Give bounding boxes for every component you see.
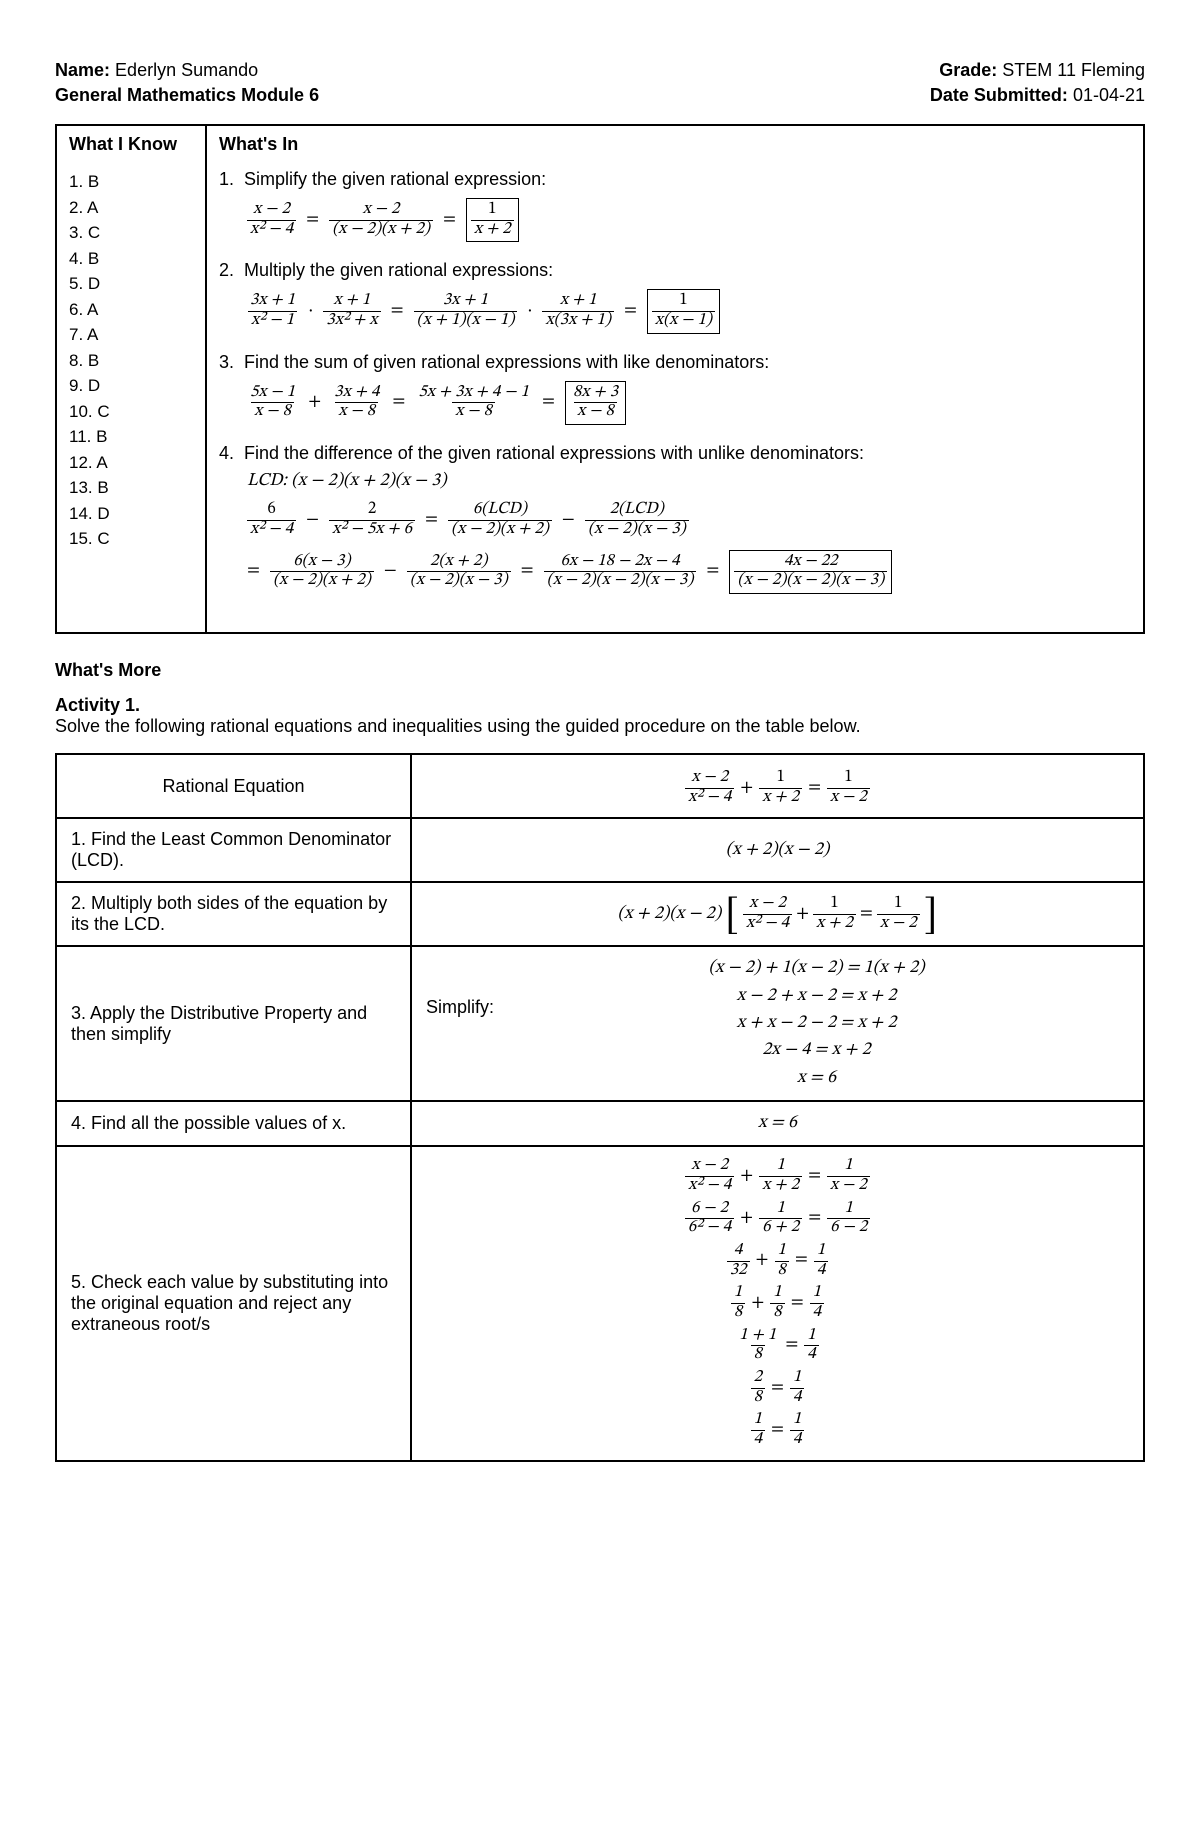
- answer-item: 15. C: [69, 526, 193, 552]
- whats-more-title: What's More: [55, 660, 1145, 681]
- answer-item: 7. A: [69, 322, 193, 348]
- check-line: 28=14: [751, 1369, 805, 1407]
- answer-item: 11. B: [69, 424, 193, 450]
- header-line-2: General Mathematics Module 6 Date Submit…: [55, 85, 1145, 106]
- step3-line: x = 6: [797, 1067, 836, 1090]
- name-block: Name: Ederlyn Sumando: [55, 60, 258, 81]
- q2-answer-box: 1x(x − 1): [647, 289, 720, 333]
- answer-item: 8. B: [69, 348, 193, 374]
- proc-step3-result: Simplify: (x − 2) + 1(x − 2) = 1(x + 2) x…: [411, 946, 1144, 1101]
- answer-item: 13. B: [69, 475, 193, 501]
- step3-line: x − 2 + x − 2 = x + 2: [737, 985, 897, 1008]
- activity-title: Activity 1.: [55, 695, 1145, 716]
- what-i-know-cell: What I Know 1. B2. A3. C4. B5. D6. A7. A…: [56, 125, 206, 633]
- grade-label: Grade:: [939, 60, 997, 80]
- date-block: Date Submitted: 01-04-21: [930, 85, 1145, 106]
- check-line: 14=14: [751, 1411, 805, 1449]
- proc-step2-result: (x + 2)(x − 2) [ x − 2x² − 4 + 1x + 2 = …: [411, 882, 1144, 946]
- q3-text: 3. Find the sum of given rational expres…: [219, 352, 1131, 373]
- whats-in-cell: What's In 1. Simplify the given rational…: [206, 125, 1144, 633]
- q4-lcd: LCD: (x − 2)(x + 2)(x − 3): [247, 470, 1131, 493]
- answer-item: 2. A: [69, 195, 193, 221]
- proc-step4-label: 4. Find all the possible values of x.: [56, 1101, 411, 1146]
- step5-stack: x − 2x² − 4+1x + 2=1x − 2 6 − 26² − 4+16 …: [426, 1157, 1129, 1450]
- answer-item: 6. A: [69, 297, 193, 323]
- date-value: 01-04-21: [1073, 85, 1145, 105]
- check-line: 432+18=14: [727, 1242, 829, 1280]
- grade-value: STEM 11 Fleming: [1002, 60, 1145, 80]
- q1-answer-box: 1x + 2: [466, 198, 519, 242]
- answer-item: 5. D: [69, 271, 193, 297]
- simplify-label: Simplify:: [426, 957, 494, 1018]
- check-line: 18+18=14: [731, 1284, 824, 1322]
- q2-math: 3x + 1x² − 1 · x + 13x² + x = 3x + 1(x +…: [247, 289, 1131, 333]
- proc-header-left: Rational Equation: [56, 754, 411, 818]
- answer-item: 14. D: [69, 501, 193, 527]
- course-title: General Mathematics Module 6: [55, 85, 319, 106]
- q4-answer-box: 4x − 22(x − 2)(x − 2)(x − 3): [729, 550, 892, 594]
- grade-block: Grade: STEM 11 Fleming: [939, 60, 1145, 81]
- step3-lines: (x − 2) + 1(x − 2) = 1(x + 2) x − 2 + x −…: [504, 957, 1129, 1090]
- whats-in-title: What's In: [219, 134, 1131, 155]
- step3-line: 2x − 4 = x + 2: [762, 1039, 870, 1062]
- proc-step3-label: 3. Apply the Distributive Property and t…: [56, 946, 411, 1101]
- answer-list: 1. B2. A3. C4. B5. D6. A7. A8. B9. D10. …: [69, 169, 193, 552]
- answer-item: 12. A: [69, 450, 193, 476]
- name-value: Ederlyn Sumando: [115, 60, 258, 80]
- q2-text: 2. Multiply the given rational expressio…: [219, 260, 1131, 281]
- proc-step5-result: x − 2x² − 4+1x + 2=1x − 2 6 − 26² − 4+16 …: [411, 1146, 1144, 1461]
- activity-intro: Solve the following rational equations a…: [55, 716, 1145, 737]
- procedure-table: Rational Equation x − 2x² − 4 + 1x + 2 =…: [55, 753, 1145, 1462]
- answer-item: 3. C: [69, 220, 193, 246]
- q1-math: x − 2x² − 4 = x − 2(x − 2)(x + 2) = 1x +…: [247, 198, 1131, 242]
- q4-text: 4. Find the difference of the given rati…: [219, 443, 1131, 464]
- proc-step2-label: 2. Multiply both sides of the equation b…: [56, 882, 411, 946]
- answer-item: 4. B: [69, 246, 193, 272]
- q4-math-line2: = 6(x − 3)(x − 2)(x + 2) − 2(x + 2)(x − …: [247, 550, 1131, 594]
- answer-item: 1. B: [69, 169, 193, 195]
- check-line: x − 2x² − 4+1x + 2=1x − 2: [685, 1157, 870, 1195]
- q4-math-line1: 6x² − 4 − 2x² − 5x + 6 = 6(LCD)(x − 2)(x…: [247, 501, 1131, 539]
- q3-math: 5x − 1x − 8 + 3x + 4x − 8 = 5x + 3x + 4 …: [247, 381, 1131, 425]
- step3-line: (x − 2) + 1(x − 2) = 1(x + 2): [708, 957, 924, 980]
- proc-step4-result: x = 6: [411, 1101, 1144, 1146]
- step3-line: x + x − 2 − 2 = x + 2: [737, 1012, 897, 1035]
- answer-item: 9. D: [69, 373, 193, 399]
- proc-header-right: x − 2x² − 4 + 1x + 2 = 1x − 2: [411, 754, 1144, 818]
- proc-step5-label: 5. Check each value by substituting into…: [56, 1146, 411, 1461]
- proc-step1-label: 1. Find the Least Common Denominator (LC…: [56, 818, 411, 882]
- q3-answer-box: 8x + 3x − 8: [565, 381, 626, 425]
- name-label: Name:: [55, 60, 110, 80]
- q1-text: 1. Simplify the given rational expressio…: [219, 169, 1131, 190]
- check-line: 6 − 26² − 4+16 + 2=16 − 2: [685, 1200, 870, 1238]
- check-line: 1 + 18=14: [736, 1327, 818, 1365]
- what-i-know-title: What I Know: [69, 134, 193, 155]
- answer-item: 10. C: [69, 399, 193, 425]
- header-line-1: Name: Ederlyn Sumando Grade: STEM 11 Fle…: [55, 60, 1145, 81]
- proc-step1-result: (x + 2)(x − 2): [411, 818, 1144, 882]
- know-and-in-table: What I Know 1. B2. A3. C4. B5. D6. A7. A…: [55, 124, 1145, 634]
- date-label: Date Submitted:: [930, 85, 1068, 105]
